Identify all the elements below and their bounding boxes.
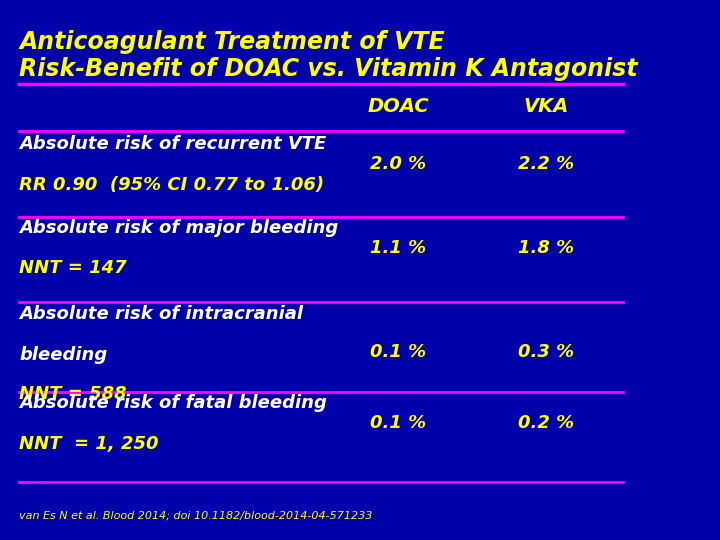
Text: Anticoagulant Treatment of VTE: Anticoagulant Treatment of VTE bbox=[19, 30, 445, 53]
Text: VKA: VKA bbox=[523, 97, 569, 116]
Text: van Es N et al. Blood 2014; doi 10.1182/blood-2014-04-571233: van Es N et al. Blood 2014; doi 10.1182/… bbox=[19, 510, 373, 521]
Text: 0.1 %: 0.1 % bbox=[370, 343, 426, 361]
Text: 2.2 %: 2.2 % bbox=[518, 155, 575, 173]
Text: 0.2 %: 0.2 % bbox=[518, 414, 575, 432]
Text: Absolute risk of intracranial: Absolute risk of intracranial bbox=[19, 305, 303, 323]
Text: NNT = 588: NNT = 588 bbox=[19, 385, 127, 403]
Text: Absolute risk of fatal bleeding: Absolute risk of fatal bleeding bbox=[19, 394, 327, 412]
Text: 0.3 %: 0.3 % bbox=[518, 343, 575, 361]
Text: NNT = 147: NNT = 147 bbox=[19, 259, 127, 277]
Text: 1.8 %: 1.8 % bbox=[518, 239, 575, 256]
Text: DOAC: DOAC bbox=[368, 97, 429, 116]
Text: 2.0 %: 2.0 % bbox=[370, 155, 426, 173]
Text: Absolute risk of major bleeding: Absolute risk of major bleeding bbox=[19, 219, 338, 237]
Text: RR 0.90  (95% CI 0.77 to 1.06): RR 0.90 (95% CI 0.77 to 1.06) bbox=[19, 176, 325, 193]
Text: NNT  = 1, 250: NNT = 1, 250 bbox=[19, 435, 159, 453]
Text: Absolute risk of recurrent VTE: Absolute risk of recurrent VTE bbox=[19, 135, 327, 153]
Text: bleeding: bleeding bbox=[19, 346, 107, 363]
Text: 0.1 %: 0.1 % bbox=[370, 414, 426, 432]
Text: Risk-Benefit of DOAC vs. Vitamin K Antagonist: Risk-Benefit of DOAC vs. Vitamin K Antag… bbox=[19, 57, 638, 80]
Text: 1.1 %: 1.1 % bbox=[370, 239, 426, 256]
